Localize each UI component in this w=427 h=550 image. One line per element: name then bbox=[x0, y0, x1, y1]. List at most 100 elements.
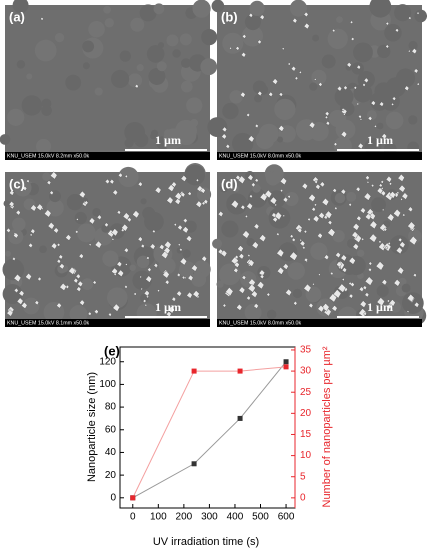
particle bbox=[358, 286, 365, 293]
particle bbox=[254, 123, 259, 129]
particle bbox=[177, 224, 183, 231]
particle bbox=[366, 180, 370, 184]
y-axis-label: Nanoparticle size (nm) bbox=[86, 372, 98, 482]
texture bbox=[178, 261, 196, 279]
particle bbox=[341, 267, 347, 273]
particle bbox=[388, 182, 393, 186]
particle bbox=[269, 196, 278, 205]
texture bbox=[401, 283, 411, 293]
texture bbox=[284, 191, 299, 207]
particle bbox=[356, 64, 361, 70]
particle bbox=[161, 250, 169, 260]
texture bbox=[334, 87, 354, 107]
particle bbox=[84, 200, 89, 206]
particle bbox=[393, 208, 401, 218]
particle bbox=[388, 191, 396, 199]
particle bbox=[388, 299, 396, 307]
particle bbox=[187, 274, 194, 282]
particle bbox=[370, 100, 376, 106]
particle bbox=[318, 82, 323, 87]
particle bbox=[299, 240, 306, 247]
particle bbox=[179, 247, 183, 252]
particle bbox=[378, 240, 382, 244]
texture bbox=[102, 250, 119, 267]
particle bbox=[413, 301, 420, 308]
particle bbox=[230, 199, 239, 209]
particle bbox=[381, 133, 387, 140]
texture bbox=[414, 9, 427, 23]
texture bbox=[222, 32, 244, 54]
particle bbox=[87, 311, 92, 316]
particle bbox=[308, 121, 316, 129]
texture bbox=[311, 69, 327, 85]
particle bbox=[381, 208, 385, 212]
particle bbox=[235, 174, 241, 181]
texture bbox=[179, 33, 192, 46]
particle bbox=[37, 276, 42, 282]
texture bbox=[200, 58, 218, 76]
texture bbox=[246, 238, 255, 247]
particle bbox=[176, 272, 181, 278]
particle bbox=[173, 222, 177, 227]
particle bbox=[229, 46, 232, 50]
scale-text: 1 µm bbox=[155, 300, 181, 314]
texture bbox=[12, 217, 26, 232]
texture bbox=[402, 292, 424, 314]
particle bbox=[391, 96, 397, 101]
particle bbox=[408, 235, 418, 246]
texture bbox=[353, 83, 373, 103]
particle bbox=[276, 248, 285, 258]
texture bbox=[184, 164, 206, 186]
particle bbox=[359, 207, 366, 214]
particle bbox=[30, 204, 37, 212]
data-point bbox=[191, 461, 197, 467]
particle bbox=[236, 303, 243, 311]
particle bbox=[404, 85, 410, 92]
particle bbox=[278, 125, 285, 132]
texture bbox=[140, 198, 147, 205]
particle bbox=[361, 237, 365, 241]
texture bbox=[132, 270, 152, 291]
particle bbox=[112, 303, 120, 312]
particle bbox=[200, 187, 206, 194]
particle bbox=[154, 186, 162, 194]
particle bbox=[162, 270, 170, 279]
particle bbox=[13, 232, 19, 239]
particle bbox=[153, 262, 159, 268]
particle bbox=[402, 213, 406, 217]
particle bbox=[303, 22, 310, 30]
particle bbox=[253, 223, 260, 230]
particle bbox=[340, 188, 346, 195]
particle bbox=[139, 275, 142, 279]
texture bbox=[408, 115, 418, 125]
particle bbox=[394, 28, 399, 33]
texture bbox=[266, 309, 277, 320]
particle bbox=[235, 46, 240, 51]
particle bbox=[76, 286, 82, 292]
particle bbox=[6, 227, 11, 233]
particle bbox=[299, 238, 302, 242]
particle bbox=[96, 214, 102, 220]
texture bbox=[104, 18, 114, 28]
texture bbox=[128, 73, 143, 88]
particle bbox=[259, 14, 265, 20]
texture bbox=[41, 105, 52, 116]
sem-image bbox=[5, 172, 210, 327]
particle bbox=[247, 259, 255, 267]
texture bbox=[4, 250, 11, 257]
texture bbox=[267, 190, 286, 209]
texture bbox=[94, 227, 113, 246]
particle bbox=[124, 284, 128, 289]
y-tick-label: 20 bbox=[105, 470, 117, 481]
particle bbox=[124, 174, 128, 179]
particle bbox=[274, 211, 282, 221]
particle bbox=[321, 303, 330, 312]
texture bbox=[309, 121, 329, 142]
particle bbox=[287, 62, 291, 66]
particle bbox=[323, 254, 330, 261]
particle bbox=[180, 175, 187, 182]
texture bbox=[106, 287, 128, 308]
particle bbox=[367, 115, 373, 121]
particle bbox=[302, 245, 306, 250]
panel-label: (d) bbox=[221, 176, 238, 191]
